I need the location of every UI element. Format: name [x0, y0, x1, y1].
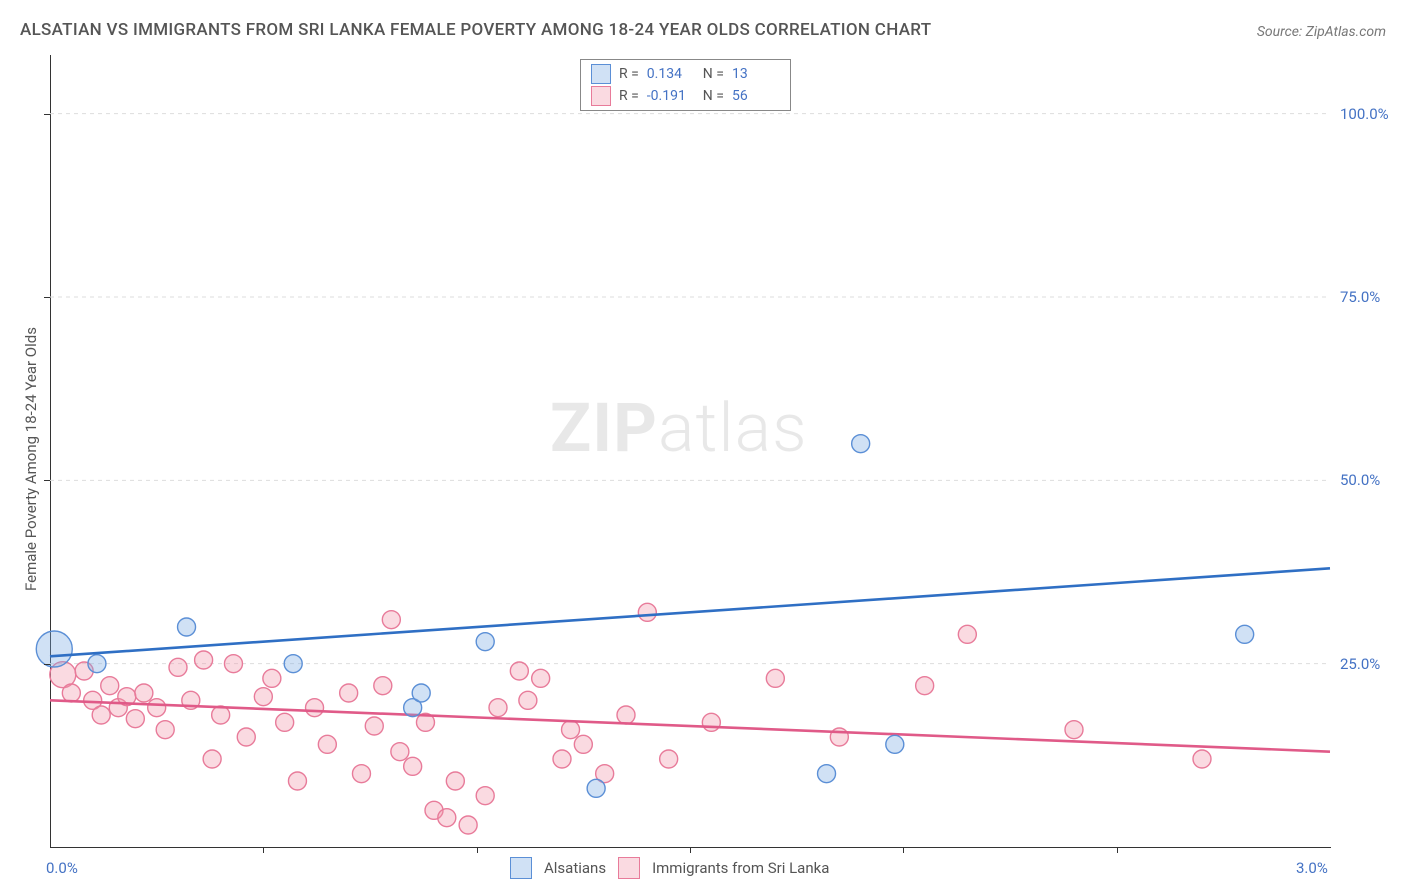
- chart-title: ALSATIAN VS IMMIGRANTS FROM SRI LANKA FE…: [20, 20, 931, 40]
- data-point: [306, 699, 324, 717]
- data-point: [148, 699, 166, 717]
- data-point: [340, 684, 358, 702]
- data-point: [519, 691, 537, 709]
- data-point: [852, 435, 870, 453]
- data-point: [553, 750, 571, 768]
- data-point: [382, 611, 400, 629]
- r-value-b: -0.191: [647, 88, 695, 104]
- data-point: [237, 728, 255, 746]
- data-point: [766, 669, 784, 687]
- data-point: [412, 684, 430, 702]
- data-point: [101, 677, 119, 695]
- data-point: [195, 651, 213, 669]
- data-point: [476, 787, 494, 805]
- y-tick-mark: [44, 480, 50, 481]
- data-point: [532, 669, 550, 687]
- data-point: [958, 625, 976, 643]
- data-point: [438, 809, 456, 827]
- data-point: [92, 706, 110, 724]
- legend-label-srilanka: Immigrants from Sri Lanka: [652, 859, 829, 877]
- data-point: [203, 750, 221, 768]
- data-point: [178, 618, 196, 636]
- data-point: [374, 677, 392, 695]
- x-tick-mark: [690, 847, 691, 853]
- n-value-a: 13: [732, 66, 780, 82]
- data-point: [126, 710, 144, 728]
- r-label-a: R =: [619, 66, 639, 82]
- legend-row-b: R = -0.191 N = 56: [591, 86, 780, 106]
- data-point: [263, 669, 281, 687]
- data-point: [156, 721, 174, 739]
- correlation-legend: R = 0.134 N = 13 R = -0.191 N = 56: [580, 59, 791, 111]
- legend-row-a: R = 0.134 N = 13: [591, 64, 780, 84]
- data-point: [318, 735, 336, 753]
- plot-area: [50, 55, 1330, 847]
- legend-swatch-srilanka: [618, 857, 640, 879]
- data-point: [404, 757, 422, 775]
- data-point: [562, 721, 580, 739]
- data-point: [587, 779, 605, 797]
- data-point: [135, 684, 153, 702]
- x-tick-mark: [477, 847, 478, 853]
- y-tick-label: 25.0%: [1340, 655, 1380, 673]
- data-point: [617, 706, 635, 724]
- x-tick-mark: [1117, 847, 1118, 853]
- data-point: [886, 735, 904, 753]
- data-point: [1065, 721, 1083, 739]
- legend-label-alsatians: Alsatians: [544, 859, 606, 877]
- x-max-label: 3.0%: [1296, 859, 1328, 877]
- x-tick-mark: [903, 847, 904, 853]
- data-point: [62, 684, 80, 702]
- data-point: [476, 633, 494, 651]
- data-point: [391, 743, 409, 761]
- data-point: [574, 735, 592, 753]
- swatch-srilanka: [591, 86, 611, 106]
- n-value-b: 56: [732, 88, 780, 104]
- data-point: [1236, 625, 1254, 643]
- trend-line: [50, 568, 1330, 656]
- data-point: [36, 631, 72, 667]
- y-tick-mark: [44, 297, 50, 298]
- data-point: [702, 713, 720, 731]
- data-point: [288, 772, 306, 790]
- data-point: [254, 688, 272, 706]
- y-axis-label: Female Poverty Among 18-24 Year Olds: [22, 327, 40, 591]
- data-point: [169, 658, 187, 676]
- data-point: [88, 655, 106, 673]
- data-point: [818, 765, 836, 783]
- data-point: [660, 750, 678, 768]
- y-tick-label: 75.0%: [1340, 288, 1380, 306]
- data-point: [365, 717, 383, 735]
- series-legend: Alsatians Immigrants from Sri Lanka: [510, 857, 829, 879]
- x-tick-mark: [263, 847, 264, 853]
- data-point: [916, 677, 934, 695]
- data-point: [446, 772, 464, 790]
- y-tick-mark: [44, 114, 50, 115]
- data-point: [510, 662, 528, 680]
- source-label: Source: ZipAtlas.com: [1257, 24, 1386, 40]
- data-point: [352, 765, 370, 783]
- r-label-b: R =: [619, 88, 639, 104]
- data-point: [1193, 750, 1211, 768]
- y-tick-label: 50.0%: [1340, 471, 1380, 489]
- data-point: [459, 816, 477, 834]
- data-point: [284, 655, 302, 673]
- data-point: [489, 699, 507, 717]
- data-point: [638, 603, 656, 621]
- data-point: [224, 655, 242, 673]
- x-min-label: 0.0%: [46, 859, 78, 877]
- y-tick-mark: [44, 664, 50, 665]
- legend-swatch-alsatians: [510, 857, 532, 879]
- n-label-a: N =: [703, 66, 724, 82]
- swatch-alsatians: [591, 64, 611, 84]
- n-label-b: N =: [703, 88, 724, 104]
- r-value-a: 0.134: [647, 66, 695, 82]
- data-point: [276, 713, 294, 731]
- y-tick-label: 100.0%: [1340, 105, 1389, 123]
